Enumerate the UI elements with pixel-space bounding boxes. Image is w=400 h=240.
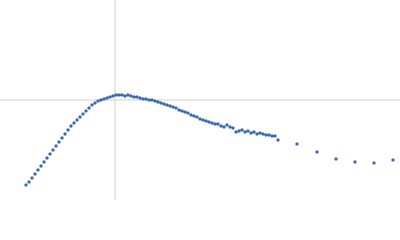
data-point [33, 172, 37, 176]
chart [0, 0, 400, 200]
data-point [237, 129, 241, 133]
data-point [66, 128, 70, 132]
data-point [30, 176, 34, 180]
data-point [353, 160, 357, 164]
data-point [24, 183, 28, 187]
data-point [135, 95, 139, 99]
data-point [87, 106, 91, 110]
data-point [252, 130, 256, 134]
data-point [78, 115, 82, 119]
data-point [117, 93, 121, 97]
data-point [69, 124, 73, 128]
data-point [264, 133, 268, 137]
data-point [27, 180, 31, 184]
data-point [93, 101, 97, 105]
data-point [186, 111, 190, 115]
data-point [334, 157, 338, 161]
data-point [315, 150, 319, 154]
data-point [114, 93, 118, 97]
data-point [156, 100, 160, 104]
data-point [39, 164, 43, 168]
data-point [108, 95, 112, 99]
data-point [60, 136, 64, 140]
data-point [99, 98, 103, 102]
data-point [234, 130, 238, 134]
data-point [231, 126, 235, 130]
data-point [150, 98, 154, 102]
data-point [240, 128, 244, 132]
data-point [141, 97, 145, 101]
data-point [180, 109, 184, 113]
data-point [54, 144, 58, 148]
data-point [72, 121, 76, 125]
data-point [204, 119, 208, 123]
data-point [210, 121, 214, 125]
data-point [63, 132, 67, 136]
data-point [219, 124, 223, 128]
data-point [222, 125, 226, 129]
data-point [195, 115, 199, 119]
data-point [96, 99, 100, 103]
data-point [57, 140, 61, 144]
data-point [48, 152, 52, 156]
data-point [75, 118, 79, 122]
data-point [213, 122, 217, 126]
data-point [207, 120, 211, 124]
data-point [201, 118, 205, 122]
data-point [216, 122, 220, 126]
data-point [144, 97, 148, 101]
data-point [273, 134, 277, 138]
data-point [258, 131, 262, 135]
data-point [372, 161, 376, 165]
data-point [183, 110, 187, 114]
data-point [51, 148, 55, 152]
data-point [90, 103, 94, 107]
data-point [120, 93, 124, 97]
data-point [129, 94, 133, 98]
data-point [171, 105, 175, 109]
data-point [228, 125, 232, 129]
data-point [391, 158, 395, 162]
data-point [138, 96, 142, 100]
data-point [111, 94, 115, 98]
data-point [42, 160, 46, 164]
data-point [177, 108, 181, 112]
data-point [147, 98, 151, 102]
data-point [261, 132, 265, 136]
data-point [159, 101, 163, 105]
data-point [132, 95, 136, 99]
data-point [45, 156, 49, 160]
data-point [105, 96, 109, 100]
data-point [295, 142, 299, 146]
data-point [81, 112, 85, 116]
data-point [84, 109, 88, 113]
data-point [123, 94, 127, 98]
data-point [267, 133, 271, 137]
data-point [126, 93, 130, 97]
data-point [168, 104, 172, 108]
data-point [225, 123, 229, 127]
data-point [246, 129, 250, 133]
data-point [153, 99, 157, 103]
data-point [36, 168, 40, 172]
data-point [162, 102, 166, 106]
data-point [192, 114, 196, 118]
data-point [102, 97, 106, 101]
data-point [249, 131, 253, 135]
data-point [198, 117, 202, 121]
data-point [189, 113, 193, 117]
data-point [276, 138, 280, 142]
data-point [255, 132, 259, 136]
data-point [165, 103, 169, 107]
data-point [270, 134, 274, 138]
data-point [174, 106, 178, 110]
data-point [243, 130, 247, 134]
